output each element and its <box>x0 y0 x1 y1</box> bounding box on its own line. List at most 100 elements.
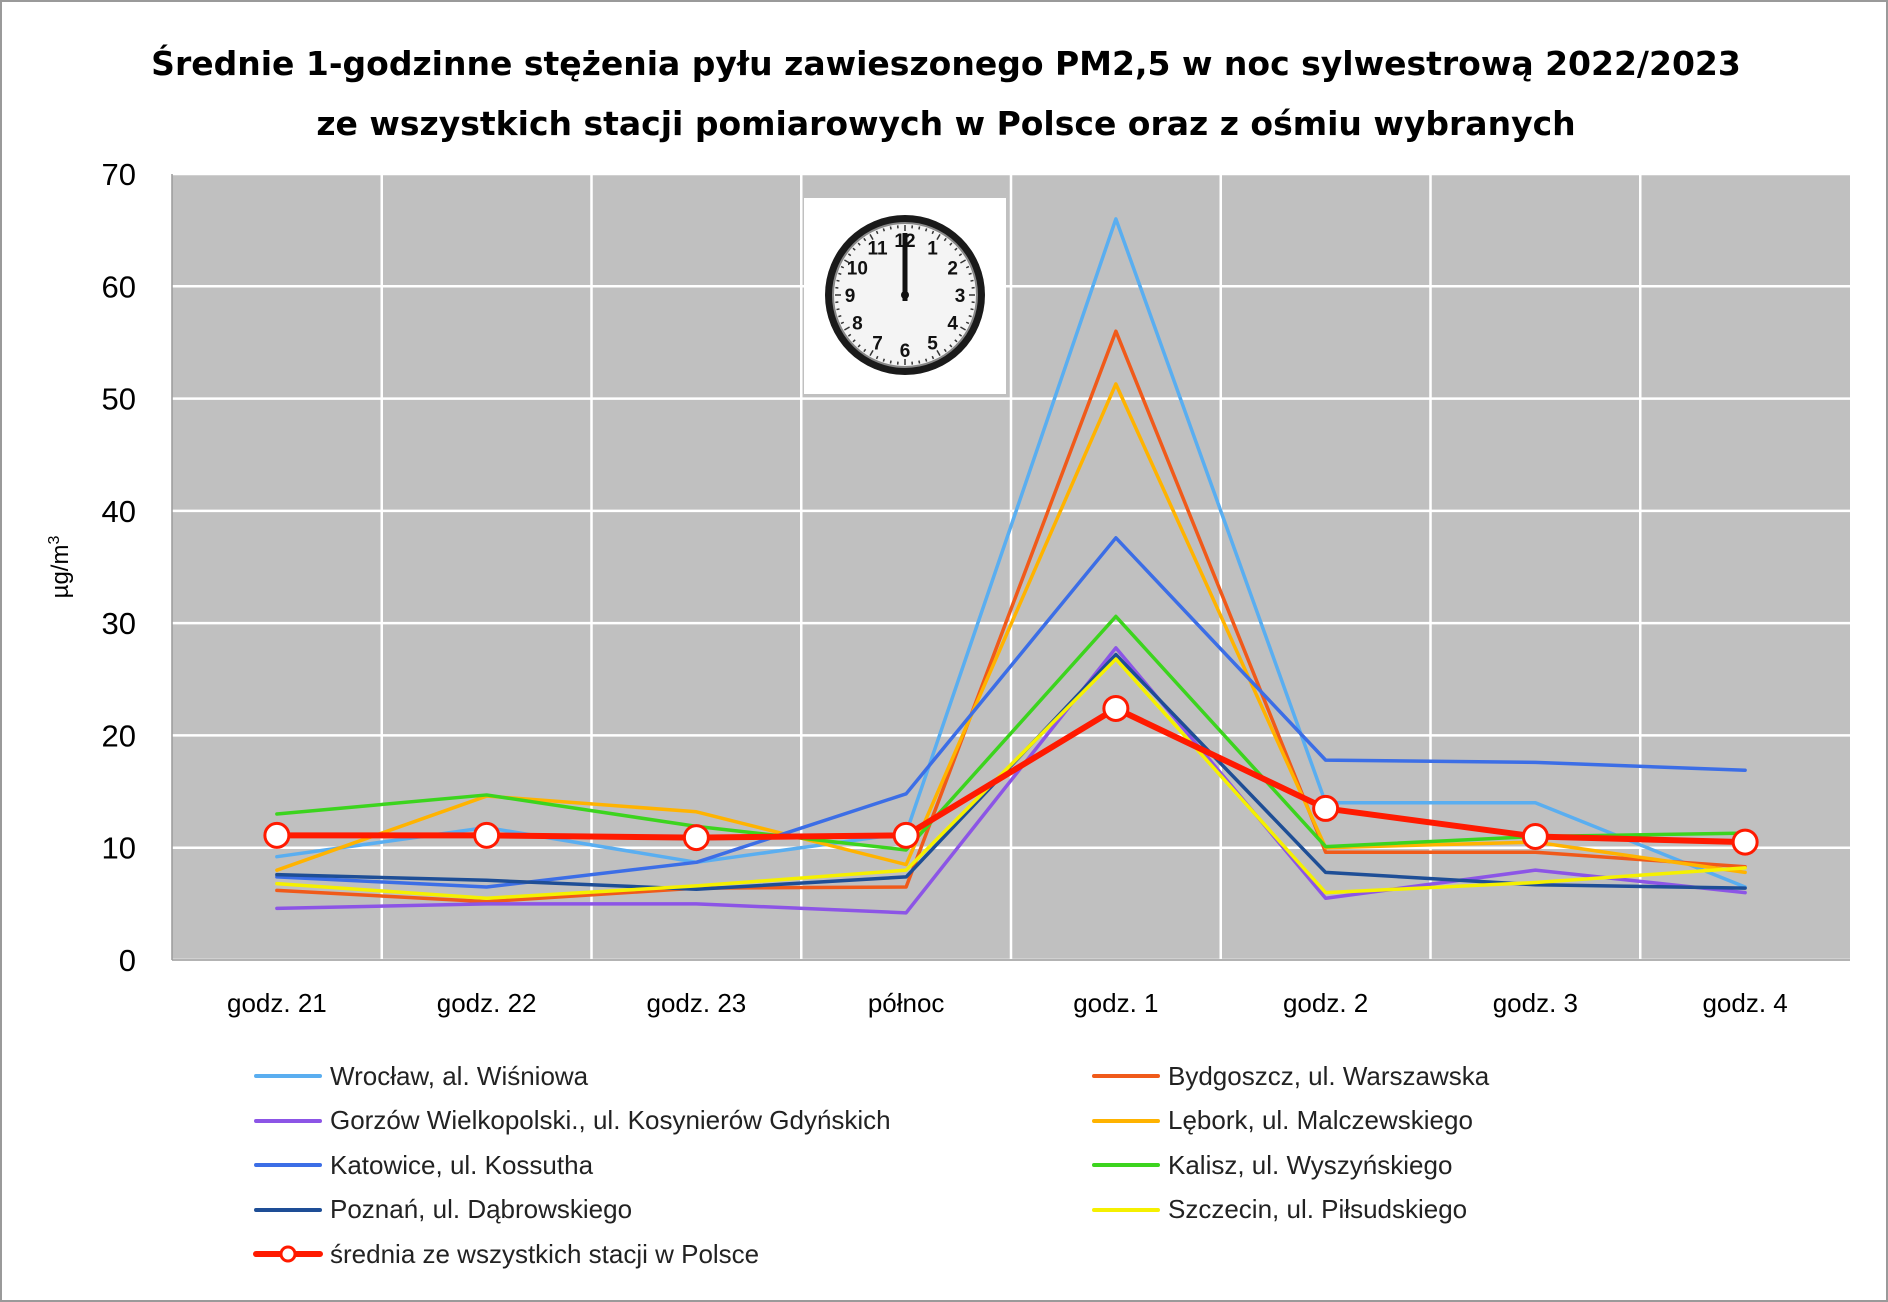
clock-tick <box>844 259 850 264</box>
clock-center <box>901 291 909 299</box>
legend-swatch <box>1092 1074 1160 1078</box>
average-data-point <box>1102 694 1130 722</box>
clock-numeral: 7 <box>872 334 883 355</box>
clock-tick <box>847 333 852 337</box>
x-tick-label: godz. 2 <box>1283 988 1368 1018</box>
clock-tick <box>965 321 970 325</box>
clock-tick <box>857 344 861 348</box>
chart-title: Średnie 1-godzinne stężenia pyłu zawiesz… <box>2 34 1886 154</box>
clock-numeral: 4 <box>947 314 958 335</box>
clock-tick <box>847 253 852 257</box>
x-tick-label: godz. 1 <box>1073 988 1158 1018</box>
legend-swatch <box>1092 1207 1160 1212</box>
clock-tick <box>954 247 958 251</box>
legend-item: Bydgoszcz, ul. Warszawska <box>1090 1054 1489 1098</box>
clock-tick <box>958 333 963 337</box>
legend-item: Wrocław, al. Wiśniowa <box>252 1054 588 1098</box>
clock-numeral: 10 <box>847 259 868 280</box>
average-data-point <box>892 821 920 849</box>
clock-tick <box>924 358 928 362</box>
legend-label: Szczecin, ul. Piłsudskiego <box>1168 1194 1468 1224</box>
y-tick-label: 50 <box>102 382 136 417</box>
legend-label: Gorzów Wielkopolski., ul. Kosynierów Gdy… <box>330 1105 891 1135</box>
y-axis-label-superscript: 3 <box>46 536 63 545</box>
chart-legend: Wrocław, al. Wiśniowa Bydgoszcz, ul. Wars… <box>252 1054 1752 1284</box>
series-line-1 <box>275 329 1747 904</box>
legend-item: Kalisz, ul. Wyszyńskiego <box>1090 1143 1452 1187</box>
clock-tick <box>869 234 874 240</box>
clock-numeral: 11 <box>867 238 888 259</box>
clock-tick <box>852 339 856 343</box>
x-tick-label: godz. 23 <box>647 988 747 1018</box>
y-tick-label: 0 <box>119 943 136 978</box>
clock-tick <box>970 279 974 282</box>
series-line-2 <box>275 646 1747 915</box>
x-tick-label: godz. 3 <box>1493 988 1578 1018</box>
clock-numeral: 3 <box>955 286 966 307</box>
legend-item: Gorzów Wielkopolski., ul. Kosynierów Gdy… <box>252 1099 891 1143</box>
legend-label: Bydgoszcz, ul. Warszawska <box>1168 1060 1490 1091</box>
legend-swatch <box>254 1074 322 1078</box>
clock-tick <box>931 355 935 360</box>
series-markers <box>263 694 1759 856</box>
chart-title-line-1: Średnie 1-godzinne stężenia pyłu zawiesz… <box>151 44 1741 83</box>
legend-label: Kalisz, ul. Wyszyńskiego <box>1168 1149 1453 1180</box>
clock-tick <box>852 247 856 251</box>
legend-swatch <box>254 1207 322 1212</box>
clock-numeral: 6 <box>900 341 911 362</box>
clock-tick <box>960 259 966 264</box>
clock-tick <box>840 321 845 325</box>
x-tick-label: godz. 4 <box>1702 988 1787 1018</box>
clock-tick <box>840 265 845 269</box>
clock-tick <box>869 350 874 356</box>
clock-tick <box>936 350 941 356</box>
legend-swatch <box>254 1118 322 1123</box>
average-data-point <box>473 821 501 849</box>
clock-tick <box>882 228 886 232</box>
average-data-point <box>1521 822 1549 850</box>
clock-tick <box>949 242 953 246</box>
clock-tick <box>931 230 935 235</box>
clock-tick <box>965 265 970 269</box>
y-tick-label: 70 <box>102 157 136 192</box>
legend-swatch <box>1092 1118 1160 1123</box>
clock-tick <box>875 230 879 235</box>
clock-icon: 123456789101112 <box>804 198 1006 394</box>
clock-tick <box>836 279 840 282</box>
clock-numeral: 1 <box>927 238 938 259</box>
legend-label: Poznań, ul. Dąbrowskiego <box>330 1194 633 1224</box>
clock-tick <box>889 360 892 364</box>
y-axis-label-unit: µg/m <box>47 545 74 599</box>
y-tick-label: 30 <box>102 606 136 641</box>
legend-item: Poznań, ul. Dąbrowskiego <box>252 1188 632 1232</box>
series-line-5 <box>275 614 1747 852</box>
x-tick-label: północ <box>868 988 945 1018</box>
clock-tick <box>863 348 867 353</box>
legend-label: średnia ze wszystkich stacji w Polsce <box>330 1238 760 1269</box>
clock-tick <box>882 358 886 362</box>
clock-tick <box>968 314 972 318</box>
series-line-7 <box>275 657 1747 900</box>
legend-item: Katowice, ul. Kossutha <box>252 1143 593 1187</box>
series-lines <box>273 217 1749 915</box>
clock-tick <box>836 308 840 311</box>
clock-numeral: 9 <box>845 286 856 307</box>
y-tick-label: 10 <box>102 831 136 866</box>
legend-swatch <box>1092 1163 1160 1167</box>
clock-tick <box>943 348 947 353</box>
clock-tick <box>936 234 941 240</box>
x-tick-label: godz. 22 <box>437 988 537 1018</box>
legend-swatch <box>254 1163 322 1167</box>
average-data-point <box>263 821 291 849</box>
series-line-8 <box>273 705 1749 846</box>
clock-tick <box>838 314 842 318</box>
average-data-point <box>1731 828 1759 856</box>
legend-label: Lębork, ul. Malczewskiego <box>1168 1105 1473 1135</box>
legend-item: średnia ze wszystkich stacji w Polsce <box>252 1232 759 1276</box>
clock-numeral: 8 <box>852 314 863 335</box>
y-tick-label: 40 <box>102 494 136 529</box>
legend-label: Wrocław, al. Wiśniowa <box>330 1060 589 1091</box>
clock-tick <box>918 226 921 230</box>
clock-tick <box>889 226 892 230</box>
